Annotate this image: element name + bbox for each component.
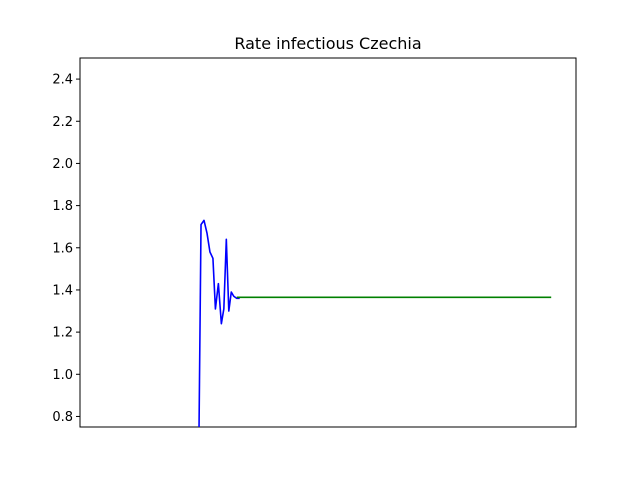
y-tick-label: 2.2 — [52, 115, 73, 130]
y-tick-label: 2.0 — [52, 157, 73, 172]
series-layer — [198, 219, 552, 428]
y-tick-label: 1.4 — [52, 283, 73, 298]
y-tick-label: 1.2 — [52, 326, 73, 341]
plot-area — [79, 57, 577, 428]
y-tick-label: 1.0 — [52, 368, 73, 383]
y-tick-label: 2.4 — [52, 73, 73, 88]
chart-title: Rate infectious Czechia — [234, 34, 421, 53]
y-tick-label: 0.8 — [52, 410, 73, 425]
y-tick-label: 1.8 — [52, 199, 73, 214]
y-axis: 0.8 1.0 1.2 1.4 1.6 1.8 2.0 2.2 2.4 — [52, 73, 80, 425]
y-tick-label: 1.6 — [52, 241, 73, 256]
series-line-1 — [198, 219, 240, 428]
